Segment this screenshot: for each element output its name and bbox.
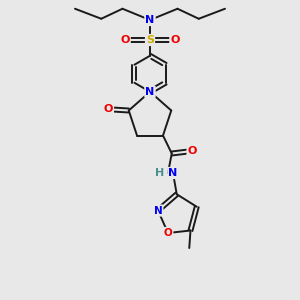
Text: N: N xyxy=(168,168,178,178)
Text: O: O xyxy=(103,104,113,114)
Text: O: O xyxy=(120,35,130,45)
Text: N: N xyxy=(154,206,162,215)
Text: O: O xyxy=(188,146,197,156)
Text: N: N xyxy=(146,15,154,25)
Text: H: H xyxy=(154,168,164,178)
Text: S: S xyxy=(146,35,154,45)
Text: O: O xyxy=(164,228,172,238)
Text: N: N xyxy=(146,87,154,97)
Text: O: O xyxy=(170,35,180,45)
